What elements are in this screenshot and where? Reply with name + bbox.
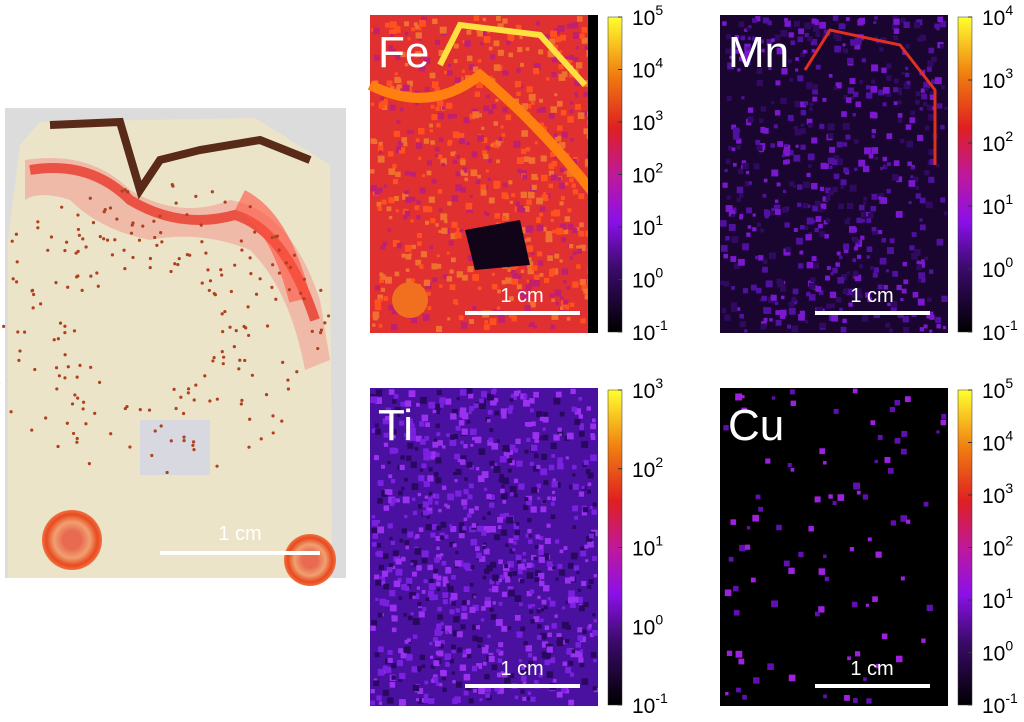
colorbar-tick-label: 104 [982,428,1013,456]
colorbar-tick-label: 100 [632,265,663,293]
scale-label: 1 cm [850,658,893,680]
colorbar-tick-label: 105 [982,375,1013,403]
colorbar-tick-label: 10-1 [632,317,668,345]
colorbar-tick-label: 100 [982,638,1013,666]
colorbar-tick-label: 103 [982,480,1013,508]
colorbar-tick-label: 101 [632,212,663,240]
scale-label: 1 cm [500,285,543,307]
scale-label: 1 cm [500,658,543,680]
colorbar-tick-label: 103 [632,107,663,135]
element-map: Cu 1 cm 105 104 103 102 101 100 10-1 [720,375,1018,718]
element-map: Fe 1 cm 105 104 103 102 101 100 10-1 [367,2,668,345]
colorbar-tick-label: 10-1 [982,690,1018,718]
sample-photo: 1 cm [0,108,346,586]
colorbar-tick-label: 10-1 [982,317,1018,345]
colorbar-tick-label: 102 [982,128,1013,156]
colorbar-tick-label: 101 [982,585,1013,613]
colorbar-tick-label: 104 [982,2,1013,30]
colorbar-tick-label: 105 [632,2,663,30]
colorbar-tick-label: 102 [632,160,663,188]
colorbar-tick-label: 100 [982,254,1013,282]
colorbar-tick-label: 100 [632,611,663,639]
colorbar [957,16,973,333]
element-label: Fe [378,28,429,77]
colorbar-tick-label: 103 [982,65,1013,93]
element-map: Mn 1 cm 104 103 102 101 100 10-1 [720,2,1018,345]
colorbar-tick-label: 104 [632,55,663,83]
element-label: Ti [378,401,413,450]
colorbar-tick-label: 101 [632,533,663,561]
colorbar-tick-label: 103 [632,375,663,403]
scale-label: 1 cm [218,523,261,545]
colorbar-tick-label: 102 [632,454,663,482]
scale-label: 1 cm [850,285,893,307]
element-map: Ti 1 cm 103 102 101 100 10-1 [370,375,668,718]
element-label: Mn [728,28,789,77]
colorbar-tick-label: 102 [982,533,1013,561]
colorbar-tick-label: 10-1 [632,690,668,718]
element-label: Cu [728,401,784,450]
colorbar-tick-label: 101 [982,191,1013,219]
